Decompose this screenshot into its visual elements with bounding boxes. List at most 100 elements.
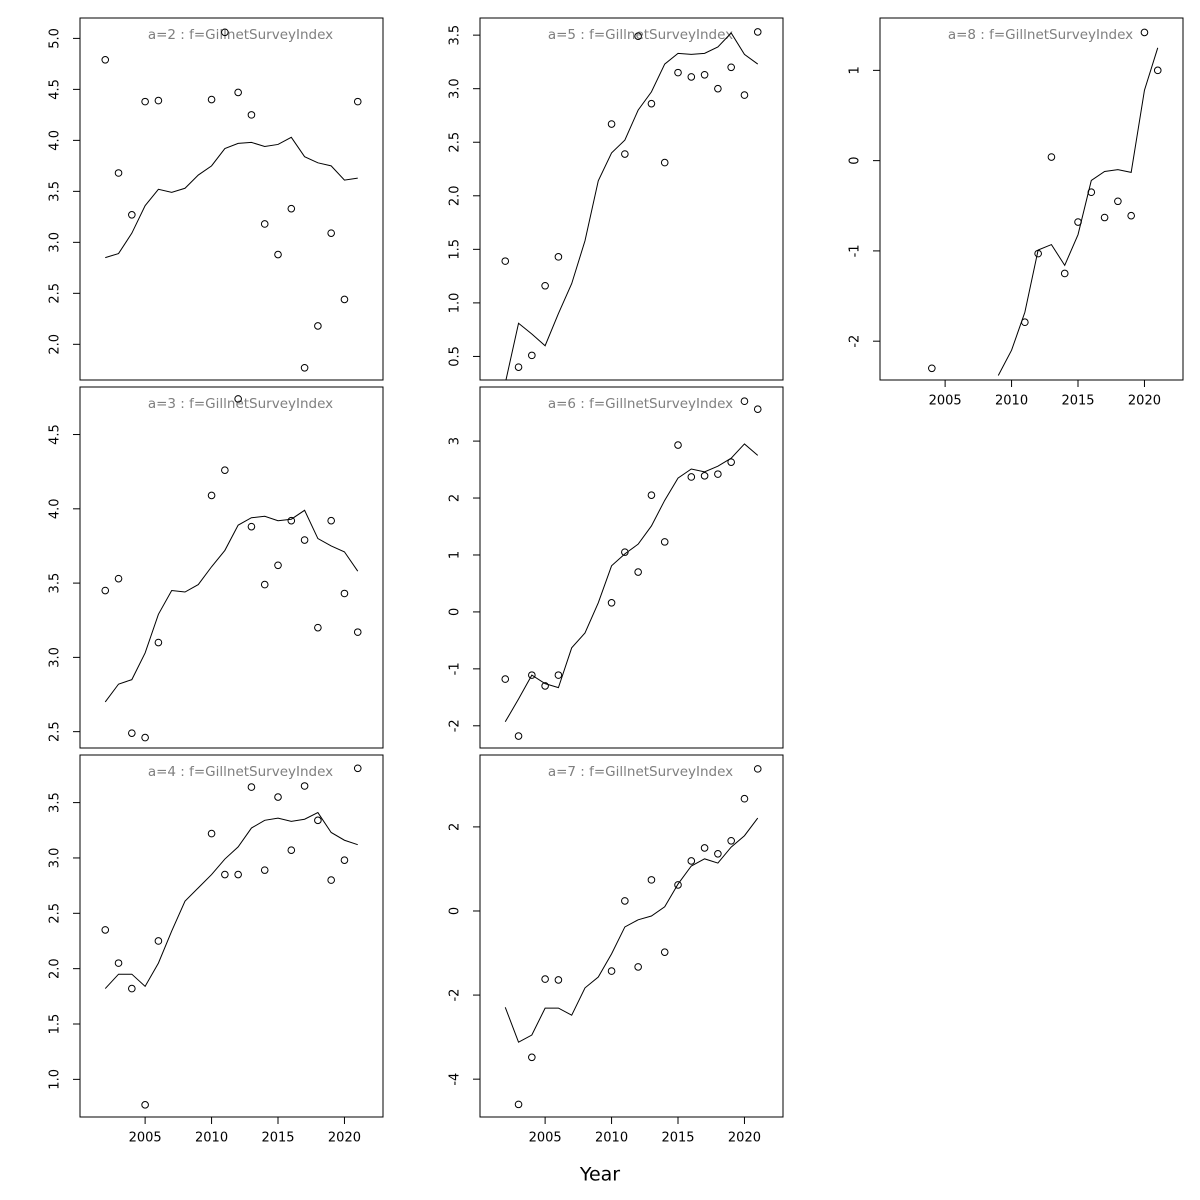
data-point: [928, 364, 936, 373]
data-point: [687, 73, 696, 81]
y-tick-label: 2.0: [48, 958, 63, 979]
panel-title: a=3 : f=GillnetSurveyIndex: [148, 396, 333, 412]
x-axis-label: Year: [579, 1164, 620, 1186]
x-tick-label: 2020: [728, 1131, 761, 1146]
data-point: [207, 829, 216, 838]
panel-frame: [879, 17, 1184, 381]
data-point: [1100, 213, 1109, 222]
panel-title: a=5 : f=GillnetSurveyIndex: [548, 27, 733, 43]
panel-frame: [479, 386, 784, 749]
plot-area: [101, 764, 362, 1109]
y-tick-label: 3.0: [48, 647, 63, 668]
data-point: [660, 948, 669, 956]
data-point: [607, 120, 616, 128]
data-point: [740, 397, 749, 406]
data-point: [300, 536, 309, 544]
data-point: [700, 472, 709, 480]
panel: a=4 : f=GillnetSurveyIndex 1.0 1.5 2.0 2.5 3.…: [48, 754, 384, 1146]
data-point: [674, 441, 682, 449]
data-point: [207, 491, 216, 500]
data-point: [714, 84, 722, 93]
plot-area: [101, 395, 362, 742]
data-point: [154, 638, 163, 647]
panel-frame: [79, 386, 384, 749]
data-point: [740, 794, 749, 803]
data-point: [753, 28, 762, 36]
data-point: [353, 628, 362, 636]
y-tick-label: 0.5: [448, 346, 463, 367]
panel-title: a=2 : f=GillnetSurveyIndex: [148, 27, 333, 43]
data-point: [727, 836, 735, 845]
fitted-line: [504, 443, 759, 723]
data-point: [607, 599, 616, 607]
data-point: [647, 876, 656, 884]
y-tick-label: 3.0: [48, 848, 63, 869]
data-point: [340, 589, 349, 598]
panel: a=3 : f=GillnetSurveyIndex 2.5 3.0 3.5 4.0 4.…: [48, 386, 384, 749]
data-point: [700, 844, 709, 852]
data-point: [740, 91, 749, 99]
y-tick-label: 4.0: [48, 130, 63, 151]
y-tick-label: 2: [448, 823, 463, 831]
data-point: [274, 250, 282, 259]
fitted-line: [504, 817, 759, 1043]
x-tick-label: 2005: [929, 394, 962, 409]
data-point: [528, 671, 536, 679]
data-point: [274, 561, 282, 570]
data-point: [260, 866, 269, 874]
data-point: [234, 870, 242, 879]
data-point: [340, 856, 349, 864]
data-point: [101, 586, 110, 595]
y-tick-label: 3.0: [48, 232, 63, 253]
y-tick-label: -2: [448, 719, 463, 732]
x-tick-label: 2020: [1128, 394, 1161, 409]
data-point: [647, 99, 656, 108]
data-point: [753, 405, 762, 414]
fitted-line: [104, 811, 358, 989]
data-point: [234, 88, 242, 97]
data-point: [660, 538, 669, 546]
data-point: [221, 28, 229, 37]
data-point: [221, 870, 229, 879]
data-point: [141, 733, 149, 742]
data-point: [541, 682, 549, 690]
x-tick-label: 2010: [595, 1131, 628, 1146]
y-tick-label: 3.5: [48, 181, 63, 202]
data-point: [128, 984, 136, 993]
y-tick-label: -4: [448, 1073, 463, 1086]
plot-area: [504, 765, 762, 1109]
data-point: [247, 111, 256, 119]
x-tick-label: 2010: [195, 1131, 228, 1146]
data-point: [647, 491, 656, 499]
data-point: [141, 1101, 149, 1109]
y-tick-label: 2.5: [48, 903, 63, 924]
y-tick-label: 1: [848, 66, 863, 74]
data-point: [621, 150, 629, 158]
y-tick-label: 3: [448, 437, 463, 445]
data-point: [541, 975, 549, 983]
data-point: [247, 783, 256, 791]
y-tick-label: 1.0: [48, 1069, 63, 1090]
data-point: [700, 70, 709, 79]
y-tick-label: 4.5: [48, 424, 63, 445]
x-tick-label: 2005: [129, 1131, 162, 1146]
data-point: [327, 516, 335, 525]
x-tick-label: 2020: [328, 1131, 361, 1146]
data-point: [1060, 269, 1069, 278]
data-point: [501, 257, 510, 265]
data-point: [541, 281, 549, 290]
y-tick-label: 0: [448, 907, 463, 915]
data-point: [234, 395, 242, 403]
data-point: [260, 580, 269, 589]
y-tick-label: 1.5: [448, 239, 463, 260]
data-point: [141, 97, 149, 106]
data-point: [114, 959, 123, 967]
data-point: [607, 967, 616, 975]
x-tick-label: 2015: [661, 1131, 694, 1146]
data-point: [674, 881, 682, 889]
data-point: [260, 220, 269, 228]
y-tick-label: 2.5: [48, 721, 63, 742]
data-point: [314, 816, 322, 825]
data-point: [340, 295, 349, 304]
y-tick-label: 2.5: [48, 283, 63, 304]
